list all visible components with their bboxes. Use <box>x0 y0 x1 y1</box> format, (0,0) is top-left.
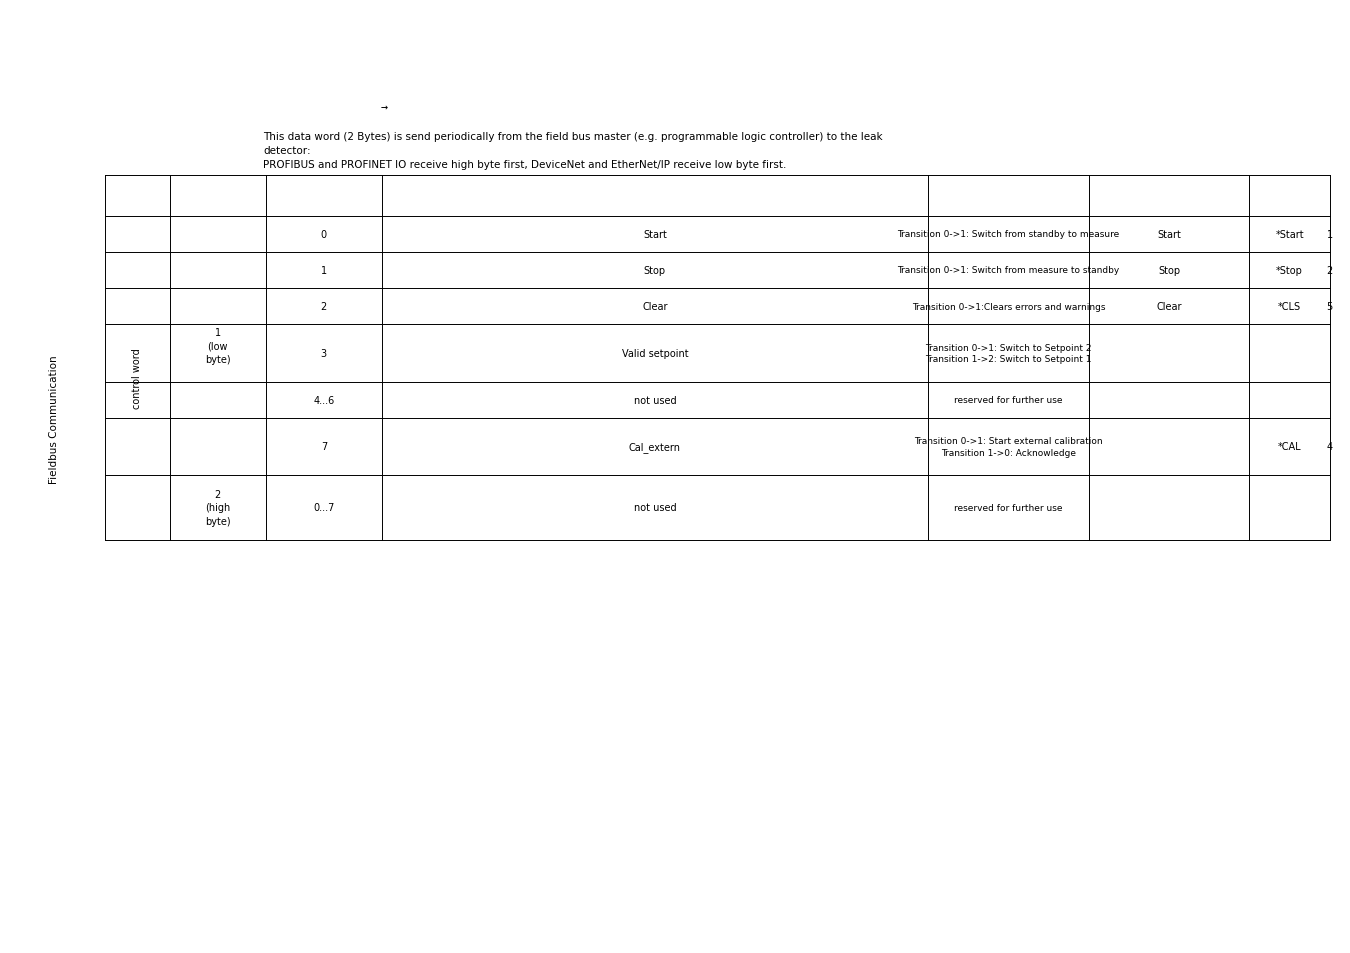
Text: Cal_extern: Cal_extern <box>629 441 680 453</box>
Text: 1: 1 <box>321 266 327 275</box>
Text: 2: 2 <box>321 302 327 312</box>
Text: 1
(low
byte): 1 (low byte) <box>205 328 231 364</box>
Text: *Start: *Start <box>1276 230 1304 239</box>
Text: Start: Start <box>643 230 667 239</box>
Text: not used: not used <box>633 395 676 405</box>
Text: not used: not used <box>633 503 676 513</box>
Text: Transition 0->1:Clears errors and warnings: Transition 0->1:Clears errors and warnin… <box>911 302 1106 312</box>
Text: 4...6: 4...6 <box>313 395 335 405</box>
Text: 0...7: 0...7 <box>313 503 335 513</box>
Text: 2
(high
byte): 2 (high byte) <box>205 490 231 526</box>
Text: Clear: Clear <box>643 302 668 312</box>
Text: Stop: Stop <box>644 266 666 275</box>
Text: *CLS: *CLS <box>1278 302 1301 312</box>
Text: →: → <box>381 100 387 113</box>
Text: reserved for further use: reserved for further use <box>954 395 1062 405</box>
Text: 3: 3 <box>321 349 327 358</box>
Text: 2: 2 <box>1327 266 1332 275</box>
Text: Fieldbus Communication: Fieldbus Communication <box>49 355 59 483</box>
Text: 0: 0 <box>321 230 327 239</box>
Text: Clear: Clear <box>1157 302 1181 312</box>
Text: 1: 1 <box>1327 230 1332 239</box>
Text: This data word (2 Bytes) is send periodically from the field bus master (e.g. pr: This data word (2 Bytes) is send periodi… <box>263 132 883 170</box>
Text: Valid setpoint: Valid setpoint <box>621 349 688 358</box>
Text: reserved for further use: reserved for further use <box>954 503 1062 513</box>
Text: *CAL: *CAL <box>1277 442 1301 452</box>
Text: Transition 0->1: Switch from measure to standby: Transition 0->1: Switch from measure to … <box>898 266 1119 275</box>
Text: 7: 7 <box>321 442 327 452</box>
Text: control word: control word <box>132 348 143 409</box>
Text: Transition 0->1: Switch to Setpoint 2
Transition 1->2: Switch to Setpoint 1: Transition 0->1: Switch to Setpoint 2 Tr… <box>925 343 1092 364</box>
Text: 5: 5 <box>1327 302 1332 312</box>
Text: Transition 0->1: Switch from standby to measure: Transition 0->1: Switch from standby to … <box>898 230 1119 239</box>
Text: Transition 0->1: Start external calibration
Transition 1->0: Acknowledge: Transition 0->1: Start external calibrat… <box>914 436 1103 457</box>
Text: Start: Start <box>1157 230 1181 239</box>
Text: *Stop: *Stop <box>1276 266 1303 275</box>
Text: 4: 4 <box>1327 442 1332 452</box>
Text: Stop: Stop <box>1158 266 1180 275</box>
